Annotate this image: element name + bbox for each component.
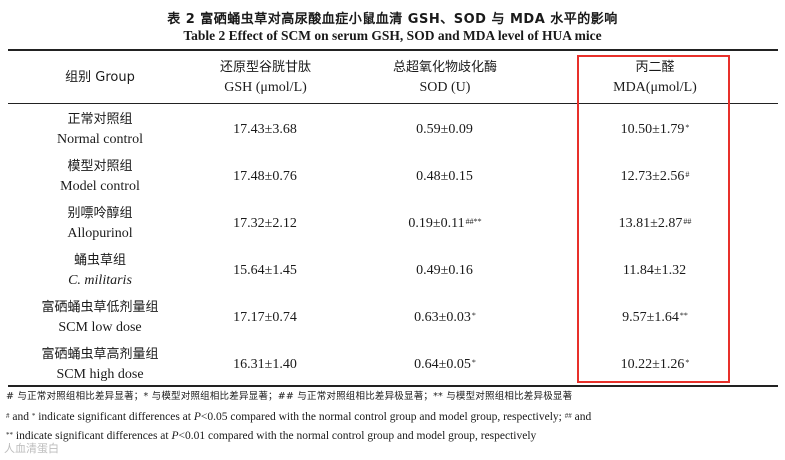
row-group-label: 富硒蛹虫草高剂量组 SCM high dose bbox=[41, 347, 159, 382]
cell-mda: 10.22±1.26* bbox=[620, 357, 690, 372]
header-rule bbox=[8, 103, 778, 104]
bottom-rule bbox=[8, 385, 778, 387]
cell-mda: 10.50±1.79* bbox=[620, 122, 690, 137]
cell-gsh: 17.43±3.68 bbox=[233, 122, 297, 137]
row-group-label: 别嘌呤醇组 Allopurinol bbox=[67, 206, 133, 241]
cell-sod: 0.59±0.09 bbox=[416, 122, 473, 137]
cell-sod: 0.64±0.05* bbox=[414, 357, 476, 372]
cell-sod: 0.63±0.03* bbox=[414, 310, 476, 325]
header-group: 组别 Group bbox=[65, 70, 135, 85]
cell-sod: 0.19±0.11##** bbox=[408, 216, 482, 231]
cell-gsh: 17.32±2.12 bbox=[233, 216, 297, 231]
table-title-zh: 表 2 富硒蛹虫草对高尿酸血症小鼠血清 GSH、SOD 与 MDA 水平的影响 bbox=[167, 12, 618, 27]
header-sod: 总超氧化物歧化酶 SOD (U) bbox=[392, 60, 497, 95]
row-group-label: 模型对照组 Model control bbox=[60, 159, 140, 194]
cell-sod: 0.48±0.15 bbox=[416, 169, 473, 184]
footnote-zh: # 与正常对照组相比差异显著；* 与模型对照组相比差异显著；## 与正常对照组相… bbox=[6, 391, 573, 402]
watermark: 人血清蛋白 bbox=[4, 442, 59, 455]
header-mda: 丙二醛 MDA(μmol/L) bbox=[613, 60, 697, 95]
row-group-label: 正常对照组 Normal control bbox=[57, 112, 143, 147]
cell-gsh: 17.17±0.74 bbox=[233, 310, 297, 325]
header-gsh: 还原型谷胱甘肽 GSH (μmol/L) bbox=[219, 60, 311, 95]
footnote-en-1: # and * indicate significant differences… bbox=[6, 411, 592, 423]
row-group-label: 富硒蛹虫草低剂量组 SCM low dose bbox=[41, 300, 159, 335]
row-group-label: 蛹虫草组 C. militaris bbox=[68, 253, 132, 288]
table-title-en: Table 2 Effect of SCM on serum GSH, SOD … bbox=[183, 28, 602, 43]
cell-mda: 9.57±1.64** bbox=[622, 310, 688, 325]
cell-gsh: 17.48±0.76 bbox=[233, 169, 297, 184]
cell-gsh: 15.64±1.45 bbox=[233, 263, 297, 278]
cell-sod: 0.49±0.16 bbox=[416, 263, 473, 278]
cell-mda: 13.81±2.87## bbox=[618, 216, 692, 231]
cell-mda: 12.73±2.56# bbox=[620, 169, 690, 184]
footnote-en-2: ** indicate significant differences at P… bbox=[6, 430, 537, 442]
top-rule bbox=[8, 49, 778, 51]
mda-highlight-box bbox=[577, 55, 730, 383]
cell-gsh: 16.31±1.40 bbox=[233, 357, 297, 372]
cell-mda: 11.84±1.32 bbox=[622, 263, 687, 278]
